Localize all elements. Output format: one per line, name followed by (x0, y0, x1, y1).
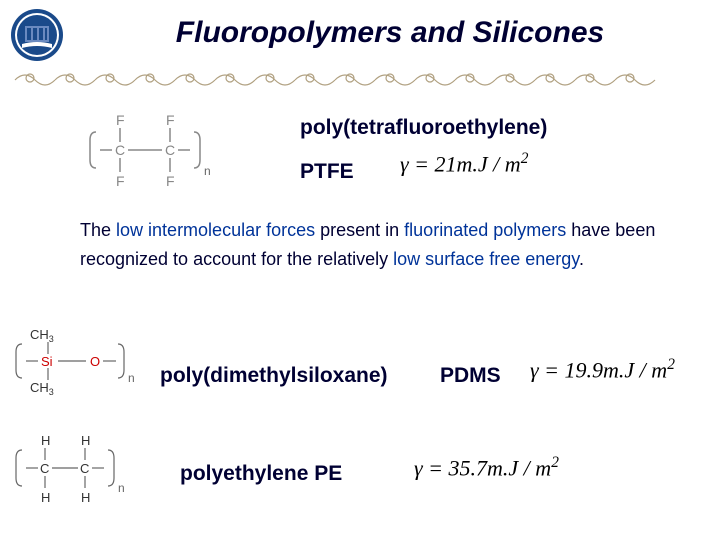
ptfe-structure-diagram: F F C C F F n (80, 110, 240, 190)
svg-text:C: C (80, 461, 89, 476)
svg-text:CH3: CH3 (30, 380, 54, 396)
svg-text:F: F (116, 112, 125, 128)
svg-text:CH3: CH3 (30, 327, 54, 344)
pdms-surface-energy: γ = 19.9m.J / m2 (530, 356, 675, 383)
svg-text:F: F (116, 173, 125, 189)
svg-text:O: O (90, 354, 100, 369)
highlight-energy: low surface free energy (393, 249, 579, 269)
pe-structure-diagram: H H C C H H n (10, 430, 140, 510)
body-paragraph: The low intermolecular forces present in… (80, 216, 660, 274)
decorative-divider (10, 68, 670, 92)
pdms-abbreviation: PDMS (440, 364, 501, 388)
highlight-polymers: fluorinated polymers (404, 220, 566, 240)
pdms-structure-diagram: CH3 CH3 Si O n (8, 326, 148, 396)
svg-text:H: H (81, 490, 90, 505)
ptfe-full-name: poly(tetrafluoroethylene) (300, 116, 547, 140)
university-logo (10, 8, 64, 62)
svg-text:F: F (166, 173, 175, 189)
highlight-forces: low intermolecular forces (116, 220, 315, 240)
svg-text:n: n (128, 371, 135, 385)
ptfe-surface-energy: γ = 21m.J / m2 (400, 150, 528, 177)
svg-text:F: F (166, 112, 175, 128)
svg-text:H: H (41, 433, 50, 448)
svg-text:C: C (40, 461, 49, 476)
svg-text:Si: Si (41, 354, 53, 369)
pdms-full-name: poly(dimethylsiloxane) (160, 364, 388, 388)
svg-text:n: n (118, 481, 125, 495)
svg-text:H: H (81, 433, 90, 448)
pe-surface-energy: γ = 35.7m.J / m2 (414, 454, 559, 481)
svg-text:H: H (41, 490, 50, 505)
svg-text:C: C (115, 142, 125, 158)
pe-full-name: polyethylene PE (180, 462, 342, 486)
svg-text:C: C (165, 142, 175, 158)
slide-title: Fluoropolymers and Silicones (100, 16, 680, 50)
svg-text:n: n (204, 164, 211, 178)
ptfe-abbreviation: PTFE (300, 160, 354, 184)
